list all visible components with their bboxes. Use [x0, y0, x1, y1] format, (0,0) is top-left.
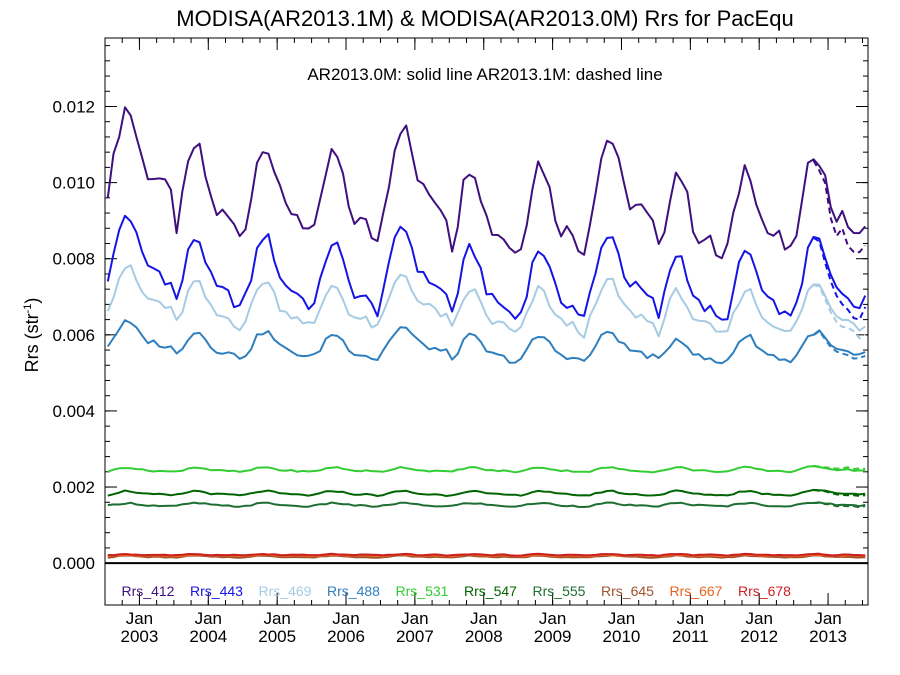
legend-entry-rrs-645: Rrs_645	[601, 583, 654, 599]
legend-entry-rrs-555: Rrs_555	[533, 583, 586, 599]
series-dashed-rrs-555	[813, 501, 866, 509]
x-tick-month: Jan	[677, 609, 704, 628]
y-tick-label: 0.012	[52, 97, 95, 116]
legend-entry-rrs-412: Rrs_412	[122, 583, 175, 599]
legend-entry-rrs-531: Rrs_531	[396, 583, 449, 599]
series-line-rrs-531	[107, 465, 866, 474]
series-line-rrs-547	[107, 488, 866, 497]
y-axis-label-sup: -1	[22, 304, 34, 314]
series-dashed-rrs-412	[812, 160, 866, 254]
legend-entry-rrs-667: Rrs_667	[670, 583, 723, 599]
x-tick-year: 2013	[809, 627, 847, 646]
plot-frame	[104, 37, 869, 606]
y-tick-label: 0.010	[52, 174, 95, 193]
series-line-rrs-469	[106, 264, 866, 339]
series-dashed-rrs-678	[813, 552, 866, 557]
series-line-rrs-443	[106, 214, 867, 321]
y-tick-label: 0.006	[52, 326, 95, 345]
x-tick-month: Jan	[814, 609, 841, 628]
series-line-rrs-555	[107, 501, 866, 508]
series-dashed-rrs-645	[813, 554, 866, 559]
x-tick-month: Jan	[608, 609, 635, 628]
legend-entry-rrs-547: Rrs_547	[464, 583, 517, 599]
series-dashed-rrs-443	[813, 236, 867, 321]
legend-entry-rrs-469: Rrs_469	[259, 583, 312, 599]
series-line-rrs-412	[106, 106, 866, 260]
x-tick-year: 2010	[603, 627, 641, 646]
legend-entry-rrs-488: Rrs_488	[327, 583, 380, 599]
x-tick-month: Jan	[470, 609, 497, 628]
x-tick-year: 2004	[189, 627, 227, 646]
series-line-rrs-488	[106, 319, 866, 365]
line-style-note: AR2013.0M: solid line AR2013.1M: dashed …	[307, 65, 662, 84]
series-dashed-rrs-547	[813, 489, 866, 497]
x-tick-month: Jan	[401, 609, 428, 628]
y-tick-label: 0.000	[52, 554, 95, 573]
series-dashed-rrs-531	[813, 464, 866, 471]
chart-title: MODISA(AR2013.1M) & MODISA(AR2013.0M) Rr…	[176, 6, 793, 31]
series-dashed-rrs-469	[813, 284, 866, 340]
x-tick-year: 2011	[672, 627, 709, 646]
x-tick-month: Jan	[539, 609, 566, 628]
y-tick-label: 0.002	[52, 478, 95, 497]
y-axis-label: Rrs (str-1)	[22, 298, 42, 373]
x-tick-year: 2008	[465, 627, 503, 646]
y-tick-label: 0.004	[52, 402, 95, 421]
x-tick-year: 2007	[396, 627, 434, 646]
x-tick-month: Jan	[263, 609, 290, 628]
legend-entry-rrs-678: Rrs_678	[738, 583, 791, 599]
x-tick-month: Jan	[745, 609, 772, 628]
x-tick-month: Jan	[126, 609, 153, 628]
series-line-rrs-678	[107, 552, 866, 557]
x-tick-year: 2012	[740, 627, 778, 646]
plot-area: 0.0000.0020.0040.0060.0080.0100.012Jan20…	[52, 37, 869, 646]
x-tick-month: Jan	[195, 609, 222, 628]
x-tick-year: 2005	[258, 627, 296, 646]
x-tick-year: 2009	[534, 627, 572, 646]
y-axis-label-close: )	[22, 298, 42, 304]
y-tick-label: 0.008	[52, 250, 95, 269]
series-dashed-rrs-488	[813, 329, 866, 360]
legend-entry-rrs-443: Rrs_443	[190, 583, 243, 599]
x-tick-year: 2003	[121, 627, 159, 646]
x-tick-year: 2006	[327, 627, 365, 646]
x-tick-month: Jan	[332, 609, 359, 628]
y-axis-label-main: Rrs (str	[22, 313, 42, 372]
